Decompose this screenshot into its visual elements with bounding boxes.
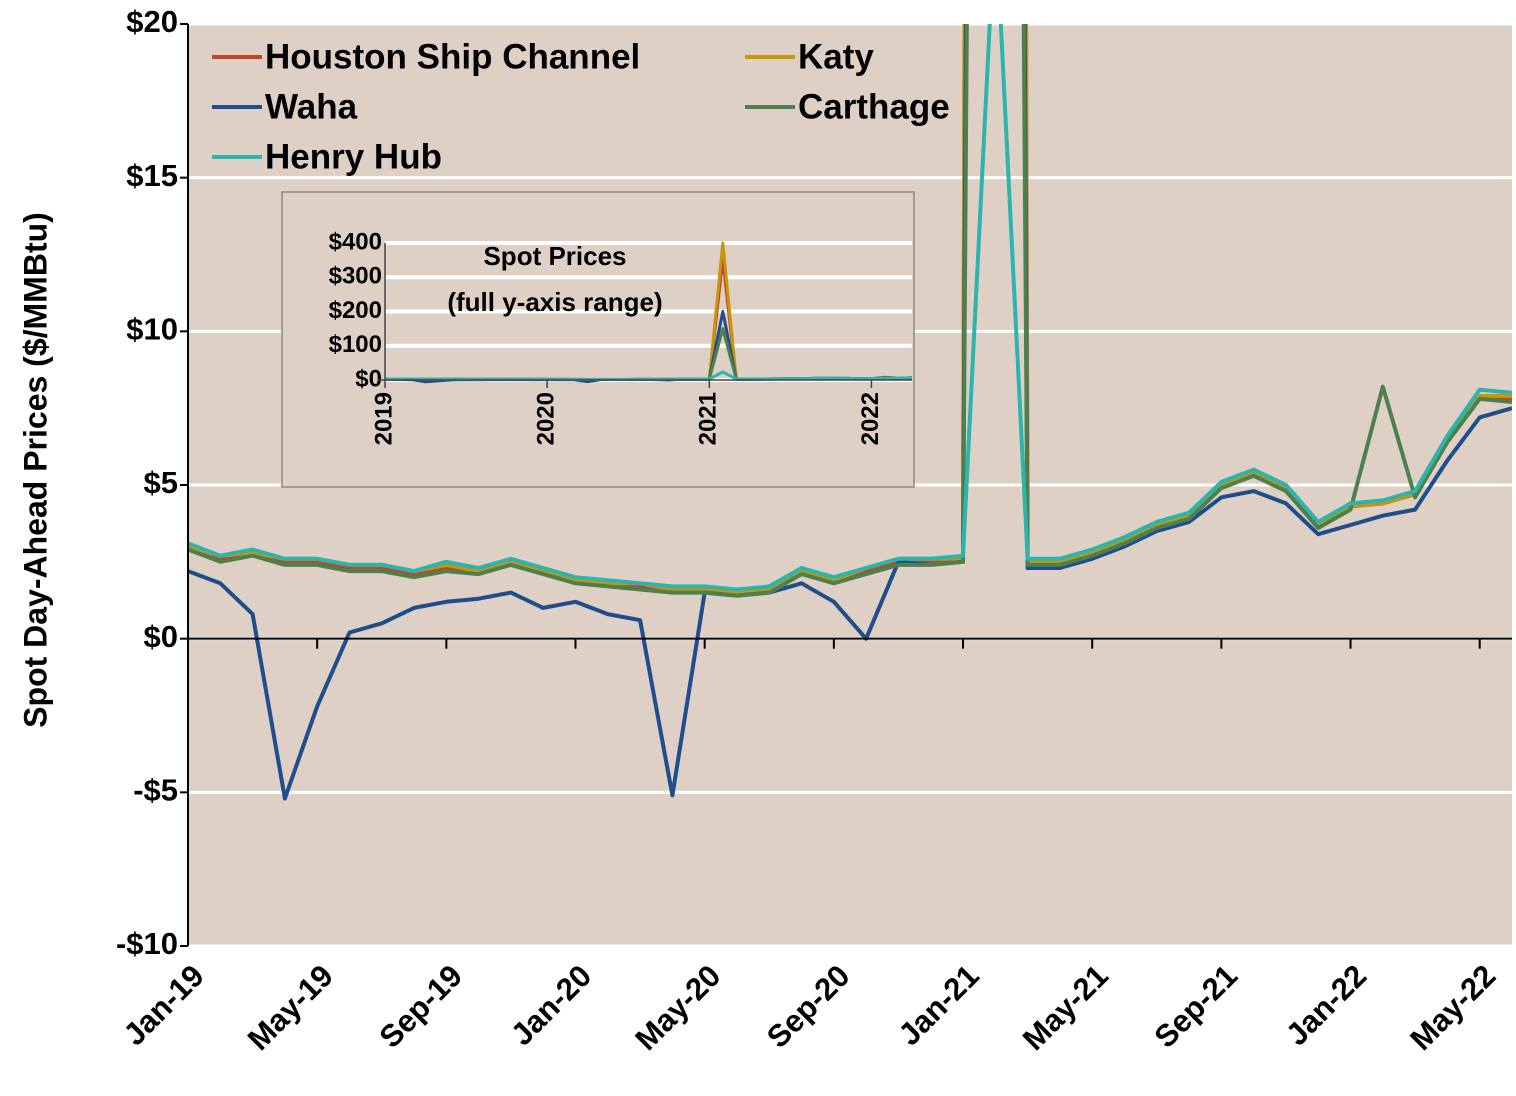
y-tick-label: $5 <box>144 465 178 500</box>
x-tick-label: Jan-22 <box>1279 958 1373 1052</box>
inset-x-tick-label: 2022 <box>857 392 884 445</box>
inset-x-tick-label: 2019 <box>370 392 397 445</box>
x-tick-label: May-22 <box>1403 958 1502 1057</box>
inset-x-tick-label: 2020 <box>532 392 559 445</box>
inset-title: Spot Prices <box>483 241 626 271</box>
legend-label: Carthage <box>798 87 950 126</box>
legend-label: Henry Hub <box>265 137 442 176</box>
y-tick-label: $20 <box>126 4 178 39</box>
x-tick-label: Jan-19 <box>117 958 211 1052</box>
x-tick-label: May-19 <box>241 958 340 1057</box>
x-tick-label: May-21 <box>1016 958 1115 1057</box>
inset-x-tick-label: 2021 <box>695 392 722 445</box>
x-tick-label: Jan-21 <box>892 958 986 1052</box>
y-tick-label: -$10 <box>116 926 178 961</box>
y-tick-label: $300 <box>329 263 382 290</box>
y-tick-label: $15 <box>126 158 178 193</box>
y-tick-label: $0 <box>355 365 382 392</box>
series-group <box>188 24 1512 801</box>
series-line <box>188 24 1512 592</box>
x-tick-label: Sep-19 <box>372 958 469 1055</box>
legend-label: Katy <box>798 37 874 76</box>
series-line <box>188 24 1512 598</box>
x-tick-label: Sep-20 <box>760 958 857 1055</box>
x-tick-label: Sep-21 <box>1147 958 1244 1055</box>
y-tick-label: $0 <box>144 619 178 654</box>
legend-label: Waha <box>265 87 358 126</box>
x-tick-label: Jan-20 <box>504 958 598 1052</box>
y-tick-label: $400 <box>329 228 382 255</box>
y-tick-label: -$5 <box>133 773 178 808</box>
x-tick-label: May-20 <box>628 958 727 1057</box>
y-tick-label: $10 <box>126 312 178 347</box>
inset-subtitle: (full y-axis range) <box>447 287 662 317</box>
y-axis-title: Spot Day-Ahead Prices ($/MMBtu) <box>17 212 53 728</box>
y-tick-label: $100 <box>329 331 382 358</box>
y-tick-label: $200 <box>329 297 382 324</box>
legend-label: Houston Ship Channel <box>265 37 640 76</box>
series-line <box>188 24 1512 801</box>
